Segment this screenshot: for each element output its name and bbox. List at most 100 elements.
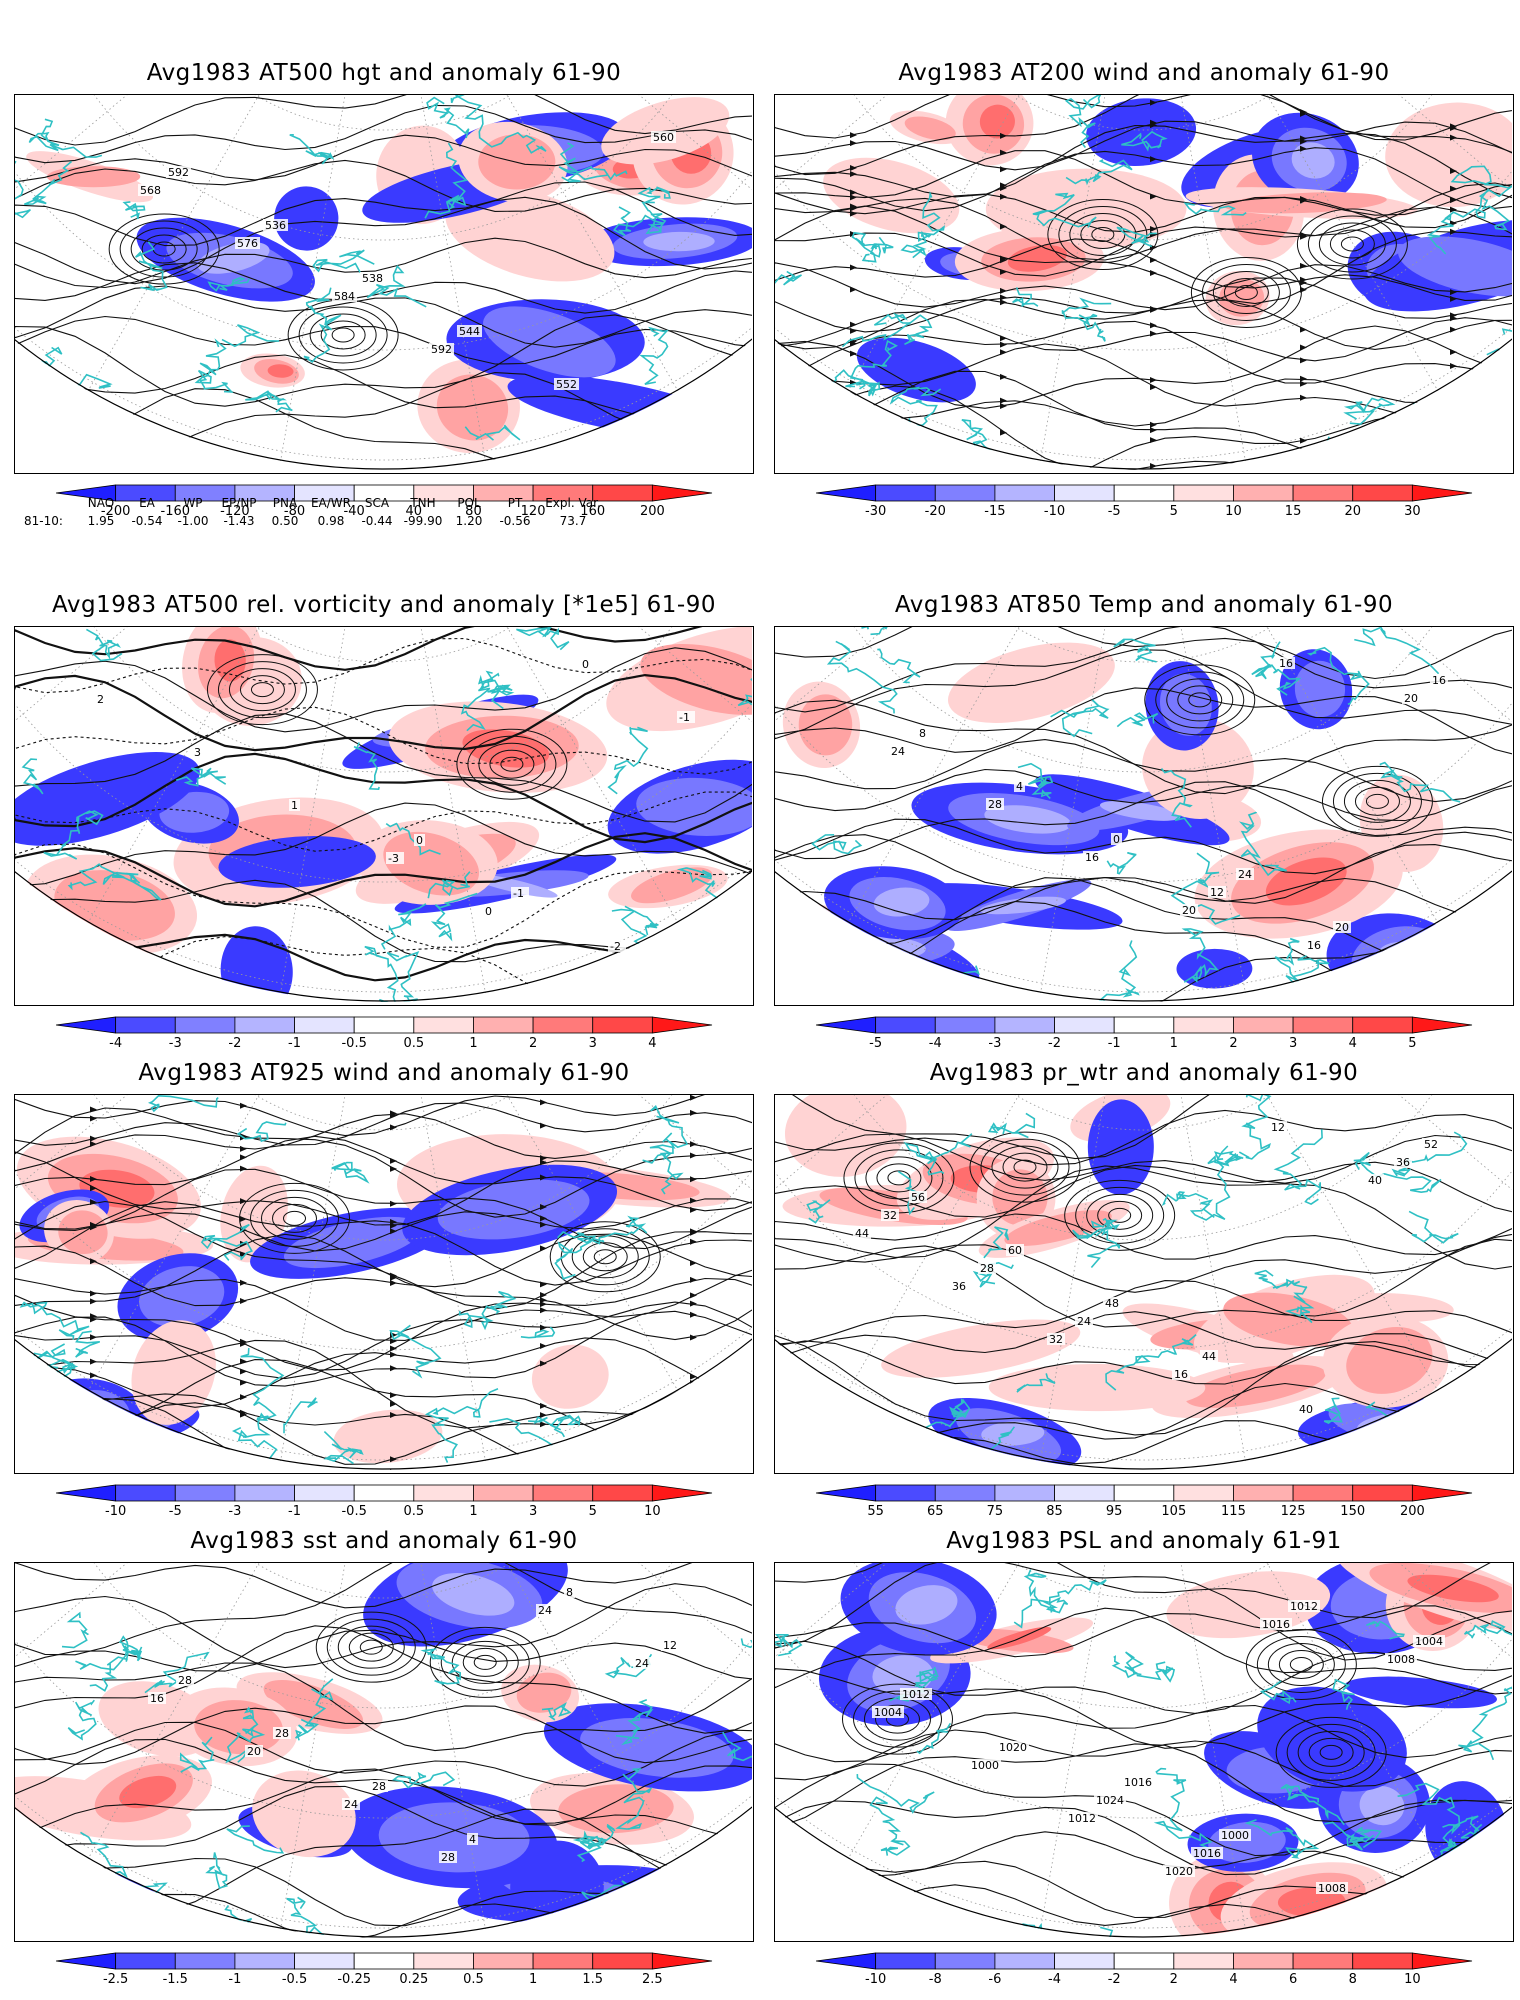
contour-label: 1016 — [1262, 1618, 1290, 1631]
contour-label-bg — [661, 1639, 679, 1651]
contour-label: 1020 — [1165, 1865, 1193, 1878]
contour-label: -1 — [513, 887, 524, 900]
colorbar-tick-label: -4 — [1048, 1972, 1062, 1987]
coastline — [122, 201, 146, 220]
colorbar-swatch — [875, 1016, 936, 1034]
colorbar-tick-label: -5 — [168, 1504, 182, 1519]
closed-contour — [217, 661, 307, 719]
colorbar-swatch — [353, 1484, 415, 1502]
streamline-arrow — [240, 1379, 247, 1386]
coastline — [86, 628, 123, 662]
contour-line — [15, 104, 752, 164]
colorbar-swatch — [473, 1016, 534, 1034]
contour-label-bg — [138, 184, 163, 196]
streamline-arrow — [1300, 262, 1307, 269]
coastline — [226, 1825, 285, 1854]
colorbar-tick-label: -5 — [869, 1036, 883, 1051]
contour-label-bg — [1260, 1618, 1292, 1630]
colorbar-tick-label: -10 — [865, 1972, 887, 1987]
streamline-arrow — [850, 189, 857, 196]
colorbar-tick-label: -10 — [105, 1504, 127, 1519]
colorbar — [816, 1016, 1473, 1034]
streamline-arrow — [90, 1199, 97, 1206]
streamline-arrow — [240, 1394, 247, 1401]
coastline — [1343, 397, 1396, 425]
streamline-arrow — [1000, 223, 1007, 230]
coastline — [232, 1348, 285, 1439]
streamline-arrow — [90, 1258, 97, 1265]
coastline — [1032, 192, 1097, 228]
colorbar-tick-label: 3 — [528, 1504, 538, 1519]
contour-label-bg — [1083, 851, 1101, 863]
coastline — [1116, 226, 1157, 248]
contour-line — [775, 1884, 1512, 1932]
contour-label-bg — [360, 272, 385, 284]
coastline — [135, 241, 168, 292]
streamline-arrow — [1150, 330, 1157, 337]
coastline — [245, 390, 293, 413]
closed-contour — [991, 1145, 1059, 1189]
colorbar-tick-label: 0.25 — [399, 1972, 429, 1987]
negative-anomaly-shade — [483, 306, 616, 378]
coastline — [464, 424, 521, 441]
colorbar-tick-label: 125 — [1280, 1504, 1306, 1519]
streamline-arrow — [850, 350, 857, 357]
closed-contour — [1091, 227, 1115, 243]
streamline-arrow — [1000, 132, 1007, 139]
coastline — [389, 1324, 442, 1379]
contour-line — [15, 1563, 752, 1609]
colorbar-tick-label: -2.5 — [102, 1972, 129, 1987]
coastline — [541, 1701, 572, 1721]
coastline — [1061, 297, 1112, 342]
colorbar-tick-label: -2 — [1107, 1972, 1121, 1987]
colorbar-swatch — [934, 484, 996, 502]
contour-line — [775, 1668, 1512, 1749]
contour-line — [15, 159, 752, 212]
coastline — [811, 834, 863, 855]
contour-label: 0 — [416, 834, 423, 847]
streamline-arrow — [90, 1135, 97, 1142]
streamline-arrow — [390, 1157, 397, 1164]
streamline-arrow — [390, 1456, 397, 1463]
contour-label-bg — [969, 1759, 1001, 1771]
streamline-arrow — [390, 1200, 397, 1207]
coastline — [478, 672, 515, 710]
colorbar-tick-label: 115 — [1221, 1504, 1246, 1519]
colorbar-swatch — [816, 1016, 877, 1034]
latitude-circle — [132, 1563, 634, 1599]
streamline-arrow — [1300, 197, 1307, 204]
streamline-arrow — [690, 1311, 697, 1318]
panel-title: Avg1983 AT500 hgt and anomaly 61-90 — [146, 60, 622, 86]
contour-label-bg — [1288, 1600, 1320, 1612]
colorbar-tick-label: -2 — [228, 1036, 242, 1051]
streamline-arrow — [540, 1360, 547, 1367]
coastline — [1153, 1767, 1213, 1851]
streamline-arrow — [690, 1176, 697, 1183]
positive-anomaly-shade — [558, 1784, 674, 1834]
contour-label-bg — [414, 834, 425, 846]
colorbar-swatch — [413, 1484, 474, 1502]
streamline-arrow — [540, 1155, 547, 1162]
positive-anomaly-shade — [1004, 1210, 1112, 1246]
coastline — [460, 670, 495, 732]
coastline — [1161, 1191, 1209, 1206]
panel-title: Avg1983 AT850 Temp and anomaly 61-90 — [894, 592, 1394, 618]
colorbar-swatch — [934, 1952, 996, 1970]
streamline-arrow — [1300, 279, 1307, 286]
streamline-arrow — [1450, 168, 1457, 175]
contour-line — [775, 1729, 1512, 1788]
map-vort500: 0 -1 -2 2 3 1 -3 0 0 -1 — [14, 626, 754, 1006]
contour-label: 1 — [291, 799, 298, 812]
coastline — [1391, 1131, 1468, 1177]
closed-contour — [560, 1228, 650, 1286]
contour-label: 36 — [952, 1280, 966, 1293]
coastline — [1160, 767, 1193, 828]
closed-contour — [462, 1647, 508, 1677]
contour-line — [15, 627, 752, 671]
colorbar-tick-label: 0.5 — [403, 1504, 425, 1519]
contour-label-bg — [1075, 1315, 1093, 1327]
streamline-arrow — [90, 1358, 97, 1365]
contour-label: 28 — [441, 1851, 455, 1864]
coastline — [236, 1121, 287, 1143]
coastline — [1450, 165, 1512, 231]
